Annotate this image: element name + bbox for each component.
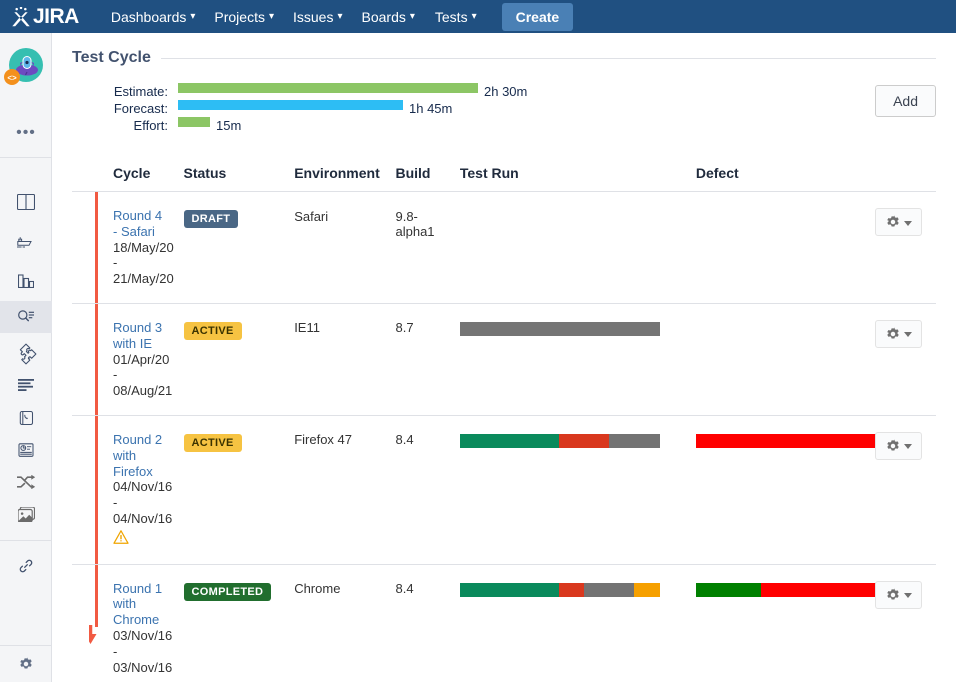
svg-text:<>: <> [7,74,17,83]
